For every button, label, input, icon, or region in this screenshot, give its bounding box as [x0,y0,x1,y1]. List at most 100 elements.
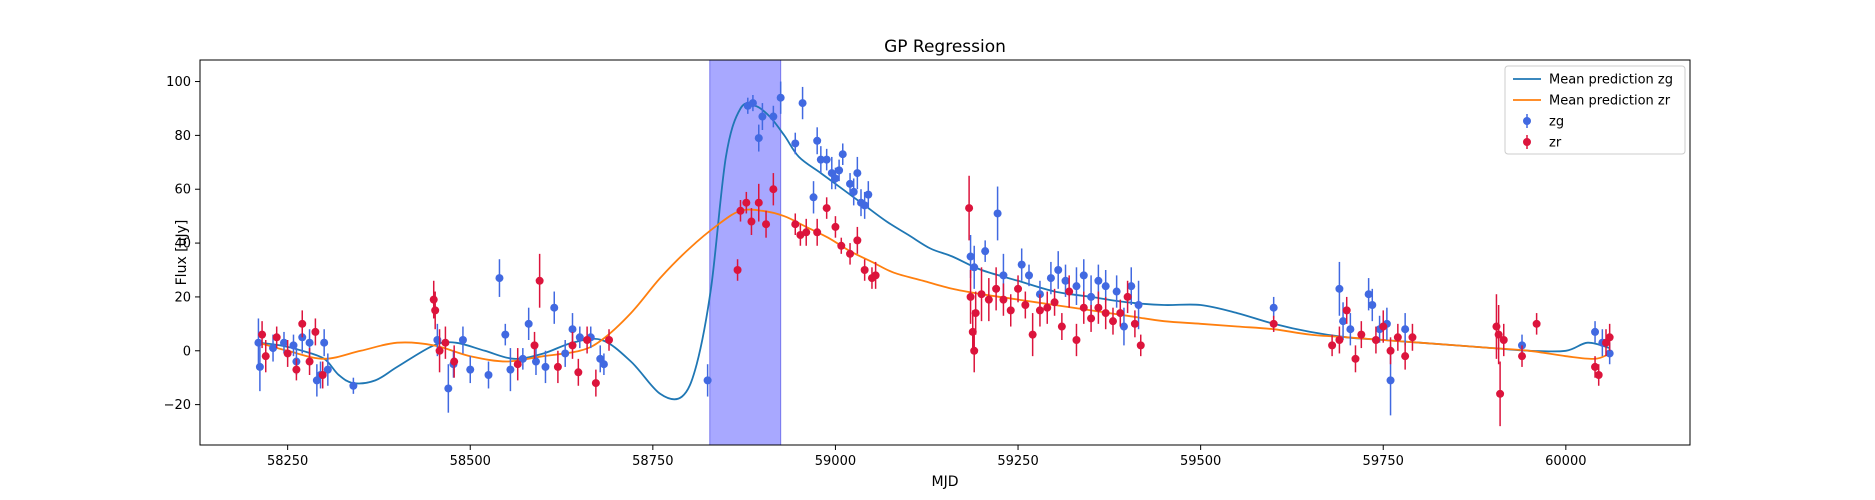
data-point [568,325,577,334]
data-point [1072,282,1081,291]
data-point [605,336,614,344]
data-point [568,341,577,350]
y-tick-label: 40 [174,237,191,252]
x-tick-label: 59500 [1180,454,1221,469]
data-point [993,209,1002,218]
highlight-span-layer [709,59,782,446]
data-point [272,333,281,342]
data-point [984,295,993,304]
data-point [1101,309,1110,318]
data-point [966,292,975,301]
data-point [292,365,301,374]
data-point [1591,327,1600,336]
data-point [970,263,979,272]
data-point [298,319,307,328]
data-point [458,336,467,344]
data-point [762,220,771,229]
data-point [838,150,847,159]
data-point [318,371,327,379]
data-point [1269,319,1278,328]
data-point [992,284,1001,293]
data-point [1072,336,1081,344]
data-point [1494,330,1503,339]
data-point [289,341,298,350]
data-point [1408,333,1417,342]
data-point [853,236,862,245]
data-point [1594,371,1603,379]
data-point [349,381,358,390]
data-point [1499,336,1508,344]
data-point [999,295,1008,304]
data-point [283,349,292,358]
data-point [864,190,873,199]
data-point [1021,301,1030,309]
highlight-span [709,59,782,446]
data-point [999,271,1008,280]
data-point [1087,314,1096,323]
data-point [1136,341,1145,350]
data-point [450,357,459,366]
data-point [754,198,763,207]
data-point [255,362,264,371]
data-point [1127,282,1136,291]
data-point [1046,274,1055,283]
data-point [754,134,763,143]
data-point [831,222,840,231]
data-point [444,384,453,393]
data-point [495,274,504,283]
data-point [1351,354,1360,363]
y-tick-label: 60 [174,183,191,198]
data-point [1116,309,1125,318]
y-axis-label: Flux [uJy] [174,220,190,286]
x-tick-label: 58500 [450,454,491,469]
chart-title: GP Regression [884,37,1006,57]
data-point [837,241,846,250]
data-point [791,139,800,148]
x-tick-label: 60000 [1545,454,1586,469]
data-point [831,174,840,183]
data-point [846,249,855,258]
data-point [966,252,975,261]
data-point [1401,325,1410,334]
data-layer [254,81,1614,427]
data-point [1087,292,1096,301]
data-point [736,206,745,215]
legend-marker-swatch [1523,138,1531,146]
data-point [1006,306,1015,315]
data-point [748,99,757,108]
axes-layer: 58250 58500 58750 59000 59250 59500 59750 60000… [164,59,1691,469]
data-point [524,319,533,328]
data-point [320,338,329,347]
series-points-zr [258,173,1614,427]
data-point [1119,322,1128,331]
data-point [1112,287,1121,296]
x-tick-label: 59250 [997,454,1038,469]
data-point [813,136,822,145]
data-point [1061,276,1070,285]
data-point [1342,306,1351,315]
data-point [1518,352,1527,361]
data-point [1364,290,1373,299]
x-tick-label: 58250 [267,454,308,469]
legend-entry-label: Mean prediction zg [1549,73,1673,88]
data-point [518,354,527,363]
y-tick-label: 100 [166,75,191,90]
data-point [535,276,544,285]
data-point [441,338,450,347]
data-point [965,204,974,213]
data-point [431,306,440,315]
data-point [822,155,831,164]
data-point [575,333,584,342]
data-point [776,93,785,102]
data-point [530,341,539,350]
y-tick-label: 20 [174,290,191,305]
data-point [1054,266,1063,274]
data-point [1605,349,1614,358]
data-point [1401,352,1410,361]
data-point [466,365,475,374]
y-tick-label: 0 [183,344,191,359]
data-point [561,349,570,358]
legend-entry-label: zg [1549,115,1564,130]
data-point [1065,287,1074,296]
